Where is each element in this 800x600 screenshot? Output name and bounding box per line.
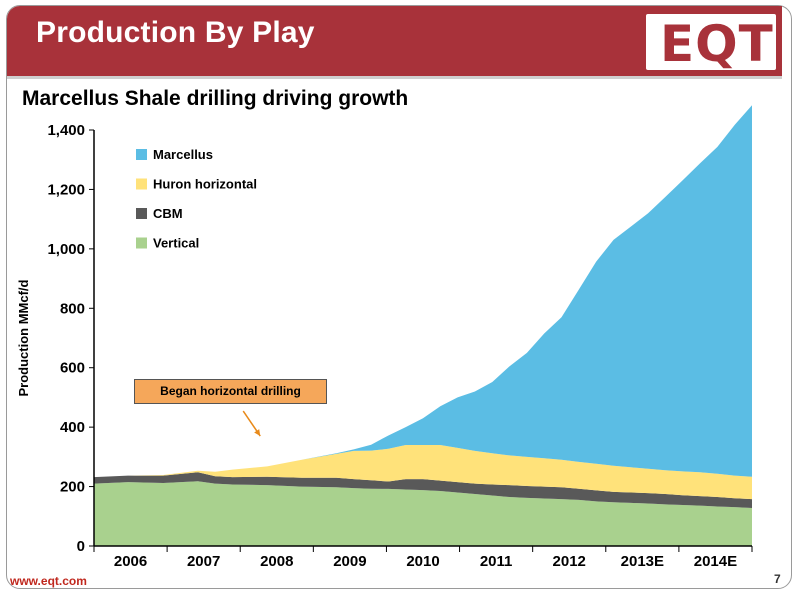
- x-tick-label: 2010: [406, 553, 439, 570]
- y-axis-title: Production MMcf/d: [16, 279, 31, 396]
- area-huron-horizontal: [94, 445, 752, 500]
- annotation-arrow: [242, 410, 261, 437]
- page-number: 7: [774, 572, 781, 586]
- chart-title: Marcellus Shale drilling driving growth: [22, 87, 409, 110]
- area-vertical: [94, 481, 752, 546]
- axes-layer: 0 200 400 600 800 1,000 1,200 1,400 2006 2007 2008…: [16, 122, 753, 570]
- eqt-logo: EQT: [660, 15, 774, 73]
- header-divider: [7, 76, 782, 79]
- area-cbm: [94, 472, 752, 508]
- x-tick-label: 2007: [187, 553, 220, 570]
- legend-item-label: Huron horizontal: [153, 177, 257, 192]
- logo-container: [646, 14, 776, 70]
- page-title: Production By Play: [36, 16, 315, 49]
- chart-legend: Marcellus Huron horizontal CBM Vertical: [136, 147, 257, 251]
- legend-item-label: Vertical: [153, 236, 199, 251]
- x-tick-label: 2013E: [621, 553, 664, 570]
- area-layer: [94, 105, 752, 546]
- y-tick-label: 400: [60, 419, 85, 436]
- footer-url[interactable]: www.eqt.com: [10, 574, 87, 588]
- area-marcellus: [94, 105, 752, 478]
- x-tick-label: 2006: [114, 553, 147, 570]
- legend-swatch: [136, 237, 147, 249]
- y-tick-label: 1,400: [47, 122, 85, 139]
- legend-item-label: Marcellus: [153, 147, 213, 162]
- legend-swatch: [136, 178, 147, 190]
- legend-swatch: [136, 149, 147, 160]
- y-tick-label: 1,000: [47, 241, 85, 258]
- x-tick-label: 2011: [480, 553, 513, 570]
- slide-frame: [6, 5, 792, 589]
- x-tick-label: 2014E: [694, 553, 737, 570]
- y-tick-label: 800: [60, 300, 85, 317]
- y-tick-label: 0: [77, 538, 85, 555]
- annotation-arrow-head: [254, 429, 261, 437]
- y-tick-label: 200: [60, 479, 85, 496]
- x-tick-label: 2009: [333, 553, 366, 570]
- y-tick-label: 600: [60, 360, 85, 377]
- legend-item-label: CBM: [153, 206, 183, 221]
- x-tick-label: 2008: [260, 553, 293, 570]
- annotation-began-horizontal-drilling: Began horizontal drilling: [134, 379, 327, 404]
- y-tick-label: 1,200: [47, 181, 85, 198]
- x-tick-label: 2012: [553, 553, 586, 570]
- legend-swatch: [136, 208, 147, 219]
